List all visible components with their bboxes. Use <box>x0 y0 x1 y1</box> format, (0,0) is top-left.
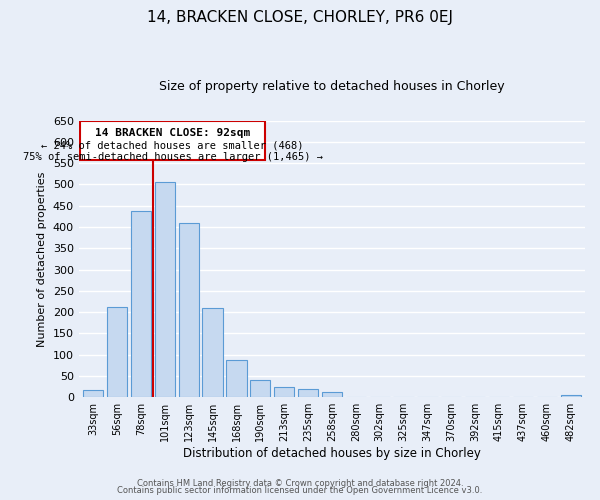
Bar <box>83 390 103 397</box>
Bar <box>107 307 127 397</box>
Text: 14 BRACKEN CLOSE: 92sqm: 14 BRACKEN CLOSE: 92sqm <box>95 128 250 138</box>
Bar <box>298 389 318 397</box>
Text: 75% of semi-detached houses are larger (1,465) →: 75% of semi-detached houses are larger (… <box>23 152 323 162</box>
Bar <box>179 222 199 397</box>
Bar <box>131 211 151 397</box>
Text: ← 24% of detached houses are smaller (468): ← 24% of detached houses are smaller (46… <box>41 140 304 150</box>
Bar <box>250 380 271 397</box>
X-axis label: Distribution of detached houses by size in Chorley: Distribution of detached houses by size … <box>183 447 481 460</box>
Bar <box>322 392 342 397</box>
Text: Contains public sector information licensed under the Open Government Licence v3: Contains public sector information licen… <box>118 486 482 495</box>
Y-axis label: Number of detached properties: Number of detached properties <box>37 171 47 346</box>
Text: 14, BRACKEN CLOSE, CHORLEY, PR6 0EJ: 14, BRACKEN CLOSE, CHORLEY, PR6 0EJ <box>147 10 453 25</box>
Bar <box>226 360 247 397</box>
Bar <box>274 388 295 397</box>
Bar <box>560 395 581 397</box>
Title: Size of property relative to detached houses in Chorley: Size of property relative to detached ho… <box>159 80 505 93</box>
Bar <box>202 308 223 397</box>
Bar <box>80 122 265 160</box>
Text: Contains HM Land Registry data © Crown copyright and database right 2024.: Contains HM Land Registry data © Crown c… <box>137 478 463 488</box>
Bar <box>155 182 175 397</box>
